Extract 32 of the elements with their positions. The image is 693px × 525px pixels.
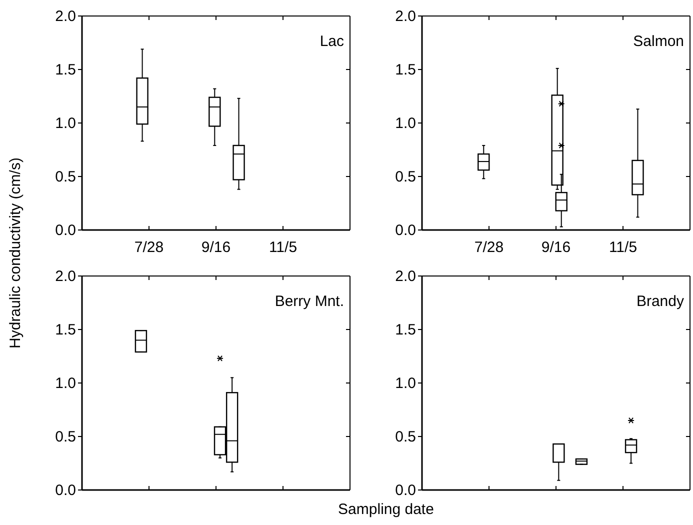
y-tick-label: 1.5 [55,322,76,338]
y-axis-title: Hydraulic conductivity (cm/s) [7,158,24,348]
y-tick-label: 1.5 [55,62,76,78]
y-tick-label: 2.0 [395,8,416,25]
y-tick-label: 1.5 [395,322,416,338]
y-tick-label: 0.0 [55,222,76,239]
y-tick-label: 2.0 [55,268,76,285]
x-tick-label: 7/28 [474,239,504,256]
y-tick-label: 0.0 [395,482,416,499]
x-tick-label: 11/5 [608,239,638,256]
y-tick-label: 2.0 [395,268,416,285]
x-tick-label: 9/16 [541,239,571,256]
y-tick-label: 0.5 [55,168,76,186]
text: Salmon [633,33,684,50]
y-tick-label: 1.0 [395,375,416,392]
y-tick-label: 2.0 [55,8,76,25]
y-tick-label: 0.5 [395,168,416,186]
y-tick-label: 1.0 [55,115,76,132]
y-tick-label: 0.5 [55,428,76,446]
text: Brandy [636,293,684,310]
x-tick-label: 9/16 [201,239,231,256]
y-tick-label: 1.5 [395,62,416,78]
x-tick-label: 7/28 [134,239,164,256]
text: Lac [320,33,344,50]
text: Berry Mnt. [274,293,344,310]
x-tick-label: 11/5 [268,239,298,256]
y-tick-label: 0.0 [395,222,416,239]
y-tick-label: 1.0 [395,115,416,132]
y-tick-label: 0.0 [55,482,76,499]
x-axis-title: Sampling date [338,501,434,518]
y-tick-label: 0.5 [395,428,416,446]
y-tick-label: 1.0 [55,375,76,392]
